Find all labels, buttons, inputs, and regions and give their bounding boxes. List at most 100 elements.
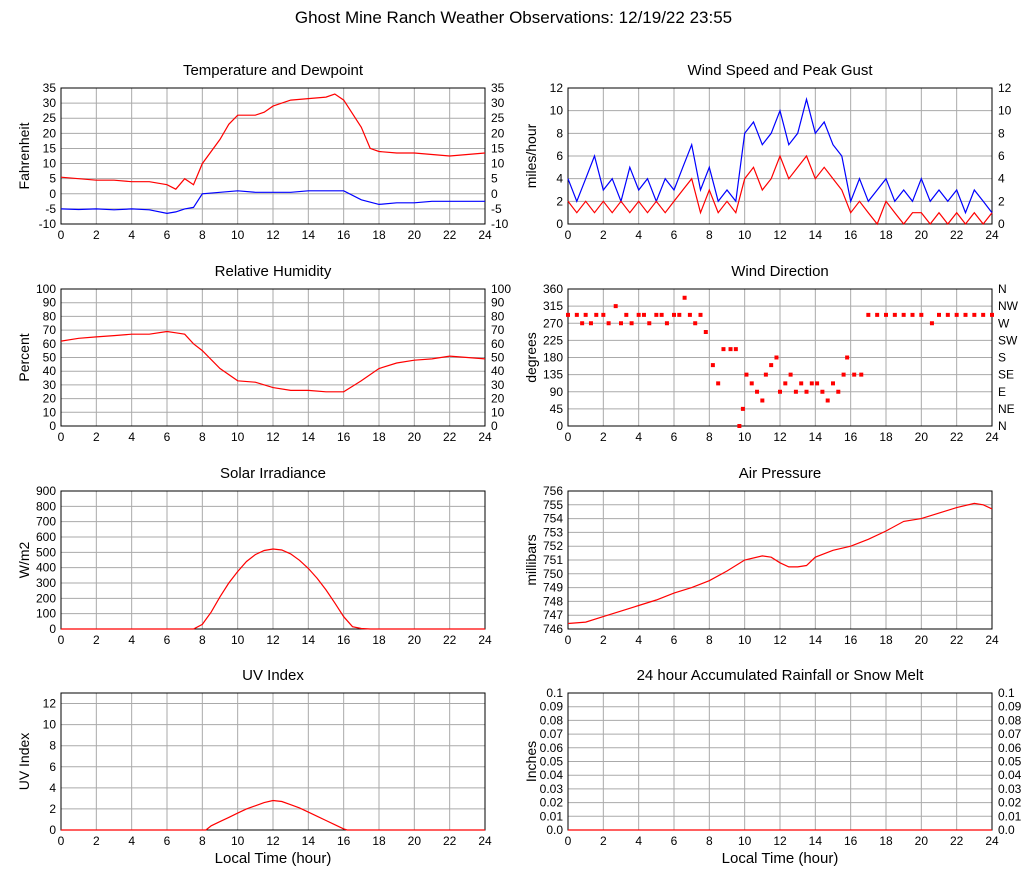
rain-y-tick-label: 0.03 (540, 782, 564, 796)
wdir-point (815, 381, 820, 386)
wind-y-tick-label: 8 (556, 126, 563, 140)
wdir-x-tick-label: 8 (706, 430, 713, 444)
wdir-point (566, 312, 570, 317)
wdir-frame (567, 288, 993, 427)
rain-x-tick-label: 22 (950, 834, 964, 848)
wdir-point (574, 312, 579, 317)
wind-y-tick-label: 10 (550, 104, 564, 118)
wind-x-tick-label: 18 (879, 228, 893, 242)
rh-y-tick-label: 70 (43, 323, 57, 337)
uv-x-tick-label: 24 (478, 834, 492, 848)
pressure-x-tick-label: 2 (600, 633, 607, 647)
pressure-y-tick-label: 752 (543, 539, 563, 553)
pressure-x-tick-label: 4 (635, 633, 642, 647)
wind-x-tick-label: 22 (950, 228, 964, 242)
wdir-point (945, 312, 950, 317)
temp-right-tick-label: 35 (491, 81, 505, 95)
uv-y-tick-label: 10 (43, 718, 57, 732)
rh-x-tick-label: 18 (372, 430, 386, 444)
rain-y-tick-label: 0.05 (540, 755, 564, 769)
uv-x-tick-label: 0 (58, 834, 65, 848)
wdir-point (580, 321, 585, 326)
rain-right-tick-label: 0.09 (998, 700, 1022, 714)
rain-right-tick-label: 0.03 (998, 782, 1022, 796)
wdir-point (937, 312, 941, 317)
uv-y-tick-label: 2 (49, 802, 56, 816)
pressure-y-tick-label: 746 (543, 622, 563, 636)
wdir-point (831, 381, 835, 386)
temp-frame (60, 87, 486, 225)
wdir-x-tick-label: 4 (635, 430, 642, 444)
wdir-point (972, 312, 977, 317)
rh-right-tick-label: 20 (491, 392, 505, 406)
uv-x-tick-label: 20 (408, 834, 422, 848)
uv-x-tick-label: 18 (372, 834, 386, 848)
wdir-point (641, 312, 646, 317)
uv-frame (60, 692, 486, 831)
wdir-x-tick-label: 6 (671, 430, 678, 444)
wdir-point (809, 381, 814, 386)
pressure-x-tick-label: 8 (706, 633, 713, 647)
rain-x-tick-label: 0 (565, 834, 572, 848)
solar-y-tick-label: 300 (36, 576, 56, 590)
wind-series-line-1 (567, 154, 993, 226)
wdir-point (990, 312, 994, 317)
wdir-ylabel: degrees (523, 332, 539, 383)
temp-title: Temperature and Dewpoint (183, 62, 364, 79)
rain-x-tick-label: 24 (985, 834, 999, 848)
rain-right-tick-label: 0.04 (998, 768, 1022, 782)
solar-y-tick-label: 900 (36, 484, 56, 498)
wdir-x-tick-label: 22 (950, 430, 964, 444)
pressure-y-tick-label: 751 (543, 553, 563, 567)
solar-x-tick-label: 2 (93, 633, 100, 647)
solar-x-tick-label: 20 (408, 633, 422, 647)
wdir-y-tick-label: 90 (550, 385, 564, 399)
wdir-point (783, 381, 788, 386)
temp-right-tick-label: 0 (491, 187, 498, 201)
rain-y-tick-label: 0.0 (546, 823, 563, 837)
rh-right-tick-label: 70 (491, 323, 505, 337)
rain-title: 24 hour Accumulated Rainfall or Snow Mel… (637, 667, 925, 684)
wdir-right-tick-label: E (998, 385, 1006, 399)
wind-y-tick-label: 2 (556, 194, 563, 208)
wdir-y-tick-label: 315 (543, 299, 563, 313)
rh-right-tick-label: 10 (491, 405, 505, 419)
wind-right-tick-label: 8 (998, 126, 1005, 140)
rain-y-tick-label: 0.09 (540, 700, 564, 714)
wdir-right-tick-label: SW (998, 333, 1018, 347)
solar-x-tick-label: 14 (302, 633, 316, 647)
wdir-point (919, 312, 924, 317)
solar-x-tick-label: 8 (199, 633, 206, 647)
wind-right-tick-label: 0 (998, 217, 1005, 231)
pressure-ylabel: millibars (523, 534, 539, 585)
rain-right-tick-label: 0.05 (998, 755, 1022, 769)
wdir-point (763, 372, 768, 377)
pressure-x-tick-label: 20 (915, 633, 929, 647)
pressure-y-tick-label: 755 (543, 498, 563, 512)
rain-y-tick-label: 0.01 (540, 809, 564, 823)
wind-x-tick-label: 16 (844, 228, 858, 242)
solar-y-tick-label: 800 (36, 499, 56, 513)
temp-y-tick-label: -10 (39, 217, 57, 231)
uv-x-tick-label: 10 (231, 834, 245, 848)
rain-y-tick-label: 0.04 (540, 768, 564, 782)
wdir-x-tick-label: 12 (773, 430, 787, 444)
solar-y-tick-label: 600 (36, 530, 56, 544)
wdir-y-tick-label: 45 (550, 402, 564, 416)
rh-x-tick-label: 2 (93, 430, 100, 444)
rh-x-tick-label: 4 (128, 430, 135, 444)
wind-x-tick-label: 4 (635, 228, 642, 242)
rh-right-tick-label: 50 (491, 351, 505, 365)
wdir-point (744, 372, 749, 377)
rh-right-tick-label: 80 (491, 309, 505, 323)
wind-series-line-0 (567, 96, 993, 215)
wdir-y-tick-label: 225 (543, 333, 563, 347)
wind-right-tick-label: 4 (998, 172, 1005, 186)
solar-y-tick-label: 200 (36, 591, 56, 605)
wdir-right-tick-label: N (998, 419, 1007, 433)
wind-x-tick-label: 0 (565, 228, 572, 242)
wdir-point (606, 321, 611, 326)
rh-right-tick-label: 30 (491, 378, 505, 392)
wdir-point (677, 312, 682, 317)
solar-title: Solar Irradiance (220, 465, 326, 482)
